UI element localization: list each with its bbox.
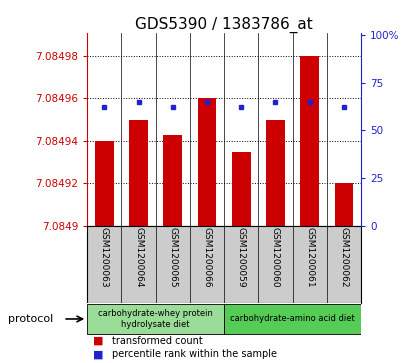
Text: GSM1200061: GSM1200061: [305, 228, 314, 288]
Text: protocol: protocol: [8, 314, 54, 324]
Text: GSM1200060: GSM1200060: [271, 228, 280, 288]
Text: ■: ■: [93, 336, 103, 346]
Bar: [266, 120, 285, 226]
Text: transformed count: transformed count: [112, 336, 203, 346]
Bar: [224, 304, 361, 334]
Text: GSM1200062: GSM1200062: [339, 228, 349, 288]
Text: carbohydrate-amino acid diet: carbohydrate-amino acid diet: [230, 314, 355, 323]
Bar: [300, 56, 319, 226]
Bar: [198, 98, 216, 226]
Text: GSM1200059: GSM1200059: [237, 228, 246, 288]
Bar: [95, 141, 114, 226]
Bar: [334, 183, 353, 226]
Bar: [232, 152, 251, 226]
Title: GDS5390 / 1383786_at: GDS5390 / 1383786_at: [135, 16, 313, 33]
Text: GSM1200063: GSM1200063: [100, 228, 109, 288]
Text: GSM1200066: GSM1200066: [203, 228, 212, 288]
Text: carbohydrate-whey protein
hydrolysate diet: carbohydrate-whey protein hydrolysate di…: [98, 309, 213, 329]
Bar: [164, 135, 182, 226]
Text: GSM1200065: GSM1200065: [168, 228, 177, 288]
Bar: [87, 304, 224, 334]
Text: GSM1200064: GSM1200064: [134, 228, 143, 288]
Text: percentile rank within the sample: percentile rank within the sample: [112, 350, 277, 359]
Text: ■: ■: [93, 350, 103, 359]
Bar: [129, 120, 148, 226]
